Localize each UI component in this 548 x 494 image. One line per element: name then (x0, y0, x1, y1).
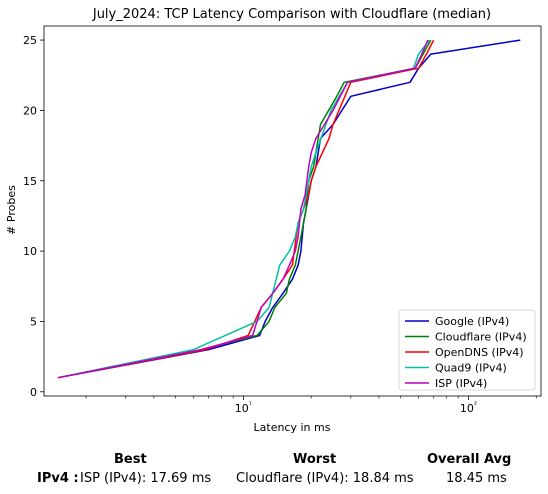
legend-box (398, 309, 536, 391)
chart-title: July_2024: TCP Latency Comparison with C… (92, 7, 491, 22)
ipv4-row-label: IPv4 : (37, 471, 79, 486)
latency-chart: July_2024: TCP Latency Comparison with C… (5, 7, 542, 434)
series-line-1 (57, 39, 432, 379)
legend-label-3: Quad9 (IPv4) (435, 362, 507, 375)
best-value: ISP (IPv4): 17.69 ms (80, 471, 212, 486)
worst-value: Cloudflare (IPv4): 18.84 ms (236, 471, 414, 486)
y-axis-label: # Probes (5, 185, 18, 235)
legend-label-4: ISP (IPv4) (435, 377, 487, 390)
x-tick-label-1: 10² (460, 400, 477, 415)
overall-avg-value: 18.45 ms (446, 471, 507, 486)
legend-label-2: OpenDNS (IPv4) (435, 346, 524, 359)
y-tick-label-0: 0 (30, 386, 37, 399)
legend-label-1: Cloudflare (IPv4) (435, 331, 527, 344)
y-tick-label-1: 5 (30, 315, 37, 328)
y-tick-label-5: 25 (23, 34, 37, 47)
y-tick-label-3: 15 (23, 175, 37, 188)
legend-label-0: Google (IPv4) (435, 315, 509, 328)
summary-table: Best Worst Overall Avg IPv4 : ISP (IPv4)… (0, 450, 548, 494)
best-header: Best (114, 452, 147, 467)
plot-area: 0 5 10 15 20 25 10¹ 10² Google (IPv4) Cloudflare … (23, 25, 542, 415)
y-tick-label-4: 20 (23, 104, 37, 117)
x-axis-label: Latency in ms (254, 421, 331, 434)
y-tick-label-2: 10 (23, 245, 37, 258)
overall-avg-header: Overall Avg (427, 452, 512, 467)
plot-frame (43, 25, 542, 397)
x-tick-label-0: 10¹ (235, 400, 252, 415)
worst-header: Worst (293, 452, 337, 467)
series-line-4 (57, 39, 429, 379)
